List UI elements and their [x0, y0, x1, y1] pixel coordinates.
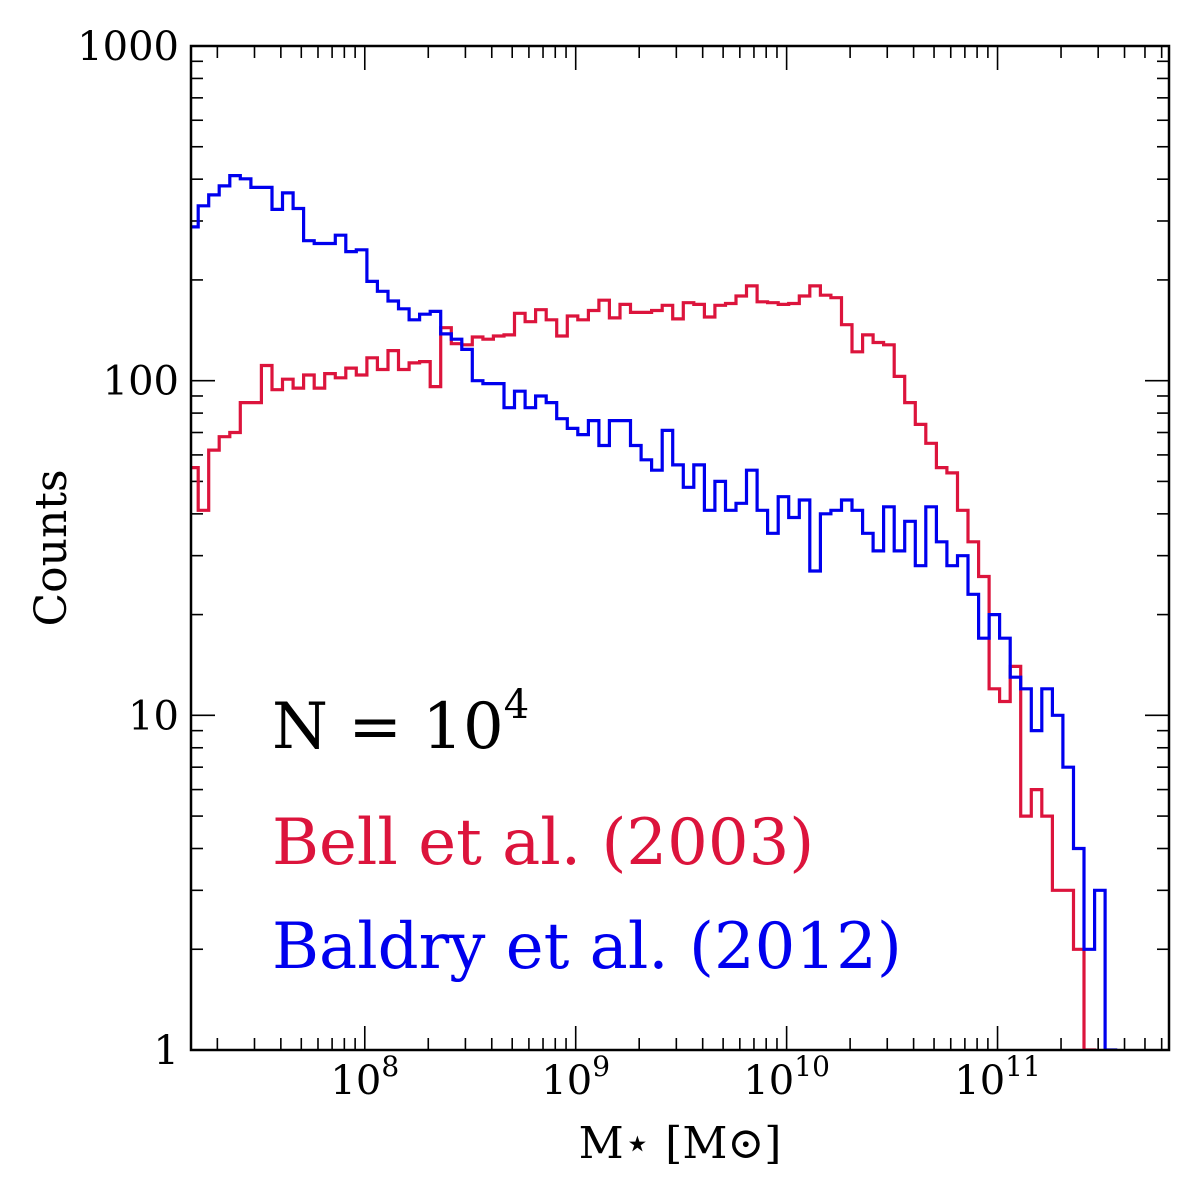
- y-axis-label: Counts: [26, 469, 77, 626]
- x-tick-label-exponent: 10: [794, 1050, 830, 1083]
- x-tick-label-base: 10: [954, 1058, 1005, 1104]
- series-bell-line: [191, 284, 1097, 1050]
- axis-ticks: [191, 45, 1169, 1051]
- x-tick-label: 1011: [954, 1050, 1041, 1104]
- x-tick-label-base: 10: [330, 1058, 381, 1104]
- x-axis-label: M⋆ [M⊙]: [579, 1118, 782, 1169]
- x-tick-label: 1010: [743, 1050, 830, 1104]
- x-tick-label-base: 10: [541, 1058, 592, 1104]
- x-tick-label-exponent: 8: [381, 1050, 399, 1083]
- x-tick-label-base: 10: [743, 1058, 794, 1104]
- x-tick-label: 108: [330, 1050, 399, 1104]
- x-tick-label: 109: [541, 1050, 610, 1104]
- series-baldry-line: [191, 174, 1118, 1050]
- x-tick-label-exponent: 11: [1005, 1050, 1041, 1083]
- sample-size-exponent: 4: [504, 682, 529, 728]
- legend-bell: Bell et al. (2003): [272, 806, 814, 880]
- sample-size-base: N = 10: [272, 690, 504, 764]
- sample-size-annotation: N = 104: [272, 682, 529, 764]
- plot-frame: [189, 44, 1171, 1052]
- y-tick-label: 100: [103, 359, 179, 405]
- y-tick-label: 1: [154, 1028, 179, 1074]
- y-tick-label: 1000: [77, 24, 179, 70]
- series-layer: [191, 174, 1118, 1050]
- x-tick-label-exponent: 9: [592, 1050, 610, 1083]
- y-tick-label: 10: [128, 693, 179, 739]
- legend-baldry: Baldry et al. (2012): [272, 910, 902, 984]
